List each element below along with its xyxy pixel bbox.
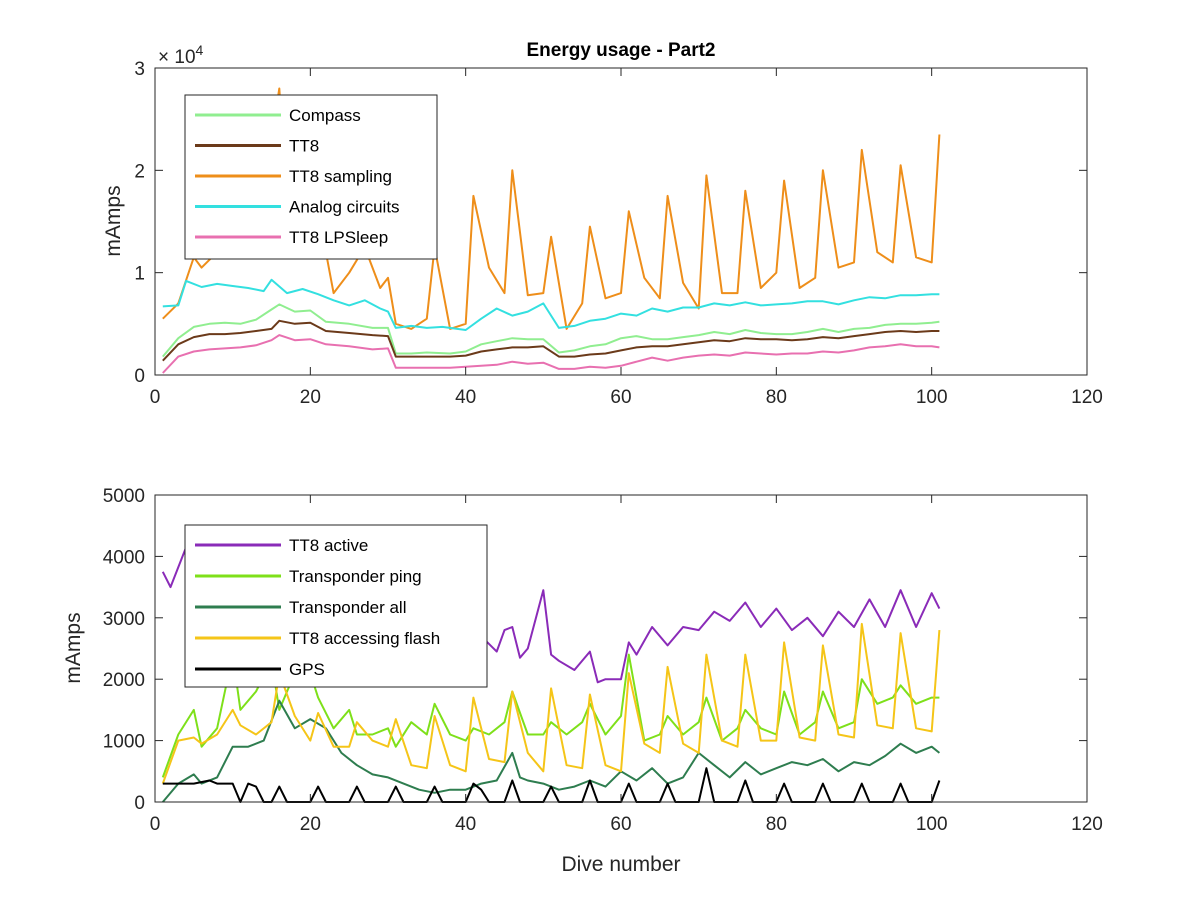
x-axis-label: Dive number xyxy=(561,853,680,876)
y-multiplier-base: × 10 xyxy=(158,47,196,68)
x-tick-label: 120 xyxy=(1071,387,1103,408)
x-tick-label: 40 xyxy=(455,387,476,408)
series-line-transponder-all xyxy=(162,699,941,803)
x-tick-label: 60 xyxy=(610,814,631,835)
y-tick-label: 2000 xyxy=(103,670,145,691)
bottom-subplot: mAmps Dive number 0 20 40 60 80 100 120 0 1000 20… xyxy=(62,486,1103,876)
legend-entry: TT8 sampling xyxy=(289,167,392,186)
bottom-plot-area: 0 20 40 60 80 100 120 0 1000 2000 3000 4000 5000 TT8 … xyxy=(103,486,1103,835)
x-tick-label: 80 xyxy=(766,387,787,408)
x-tick-label: 0 xyxy=(150,387,161,408)
y-tick-label: 0 xyxy=(134,793,145,814)
x-tick-label: 40 xyxy=(455,814,476,835)
legend-entry: TT8 accessing flash xyxy=(289,629,440,648)
x-tick-label: 60 xyxy=(610,387,631,408)
y-axis-label-bottom: mAmps xyxy=(62,612,85,683)
legend-entry: GPS xyxy=(289,660,325,679)
x-tick-label: 80 xyxy=(766,814,787,835)
legend-entry: Transponder all xyxy=(289,598,407,617)
y-tick-label: 4000 xyxy=(103,547,145,568)
legend-entry: TT8 xyxy=(289,137,319,156)
series-line-analog-circuits xyxy=(162,278,940,331)
legend-entry: Transponder ping xyxy=(289,567,422,586)
top-plot-area: 0 20 40 60 80 100 120 0 1 2 3 Compass TT8 TT8 samplin… xyxy=(134,59,1102,408)
legend-entry: Compass xyxy=(289,106,361,125)
y-tick-label: 1000 xyxy=(103,732,145,753)
x-tick-label: 100 xyxy=(916,387,948,408)
series-line-tt8 xyxy=(162,319,940,362)
y-tick-label: 2 xyxy=(134,161,145,182)
x-tick-label: 100 xyxy=(916,814,948,835)
y-multiplier-exponent: 4 xyxy=(196,42,204,58)
legend: TT8 active Transponder ping Transponder al… xyxy=(184,524,488,688)
legend-entry: Analog circuits xyxy=(289,198,400,217)
legend-entry: TT8 LPSleep xyxy=(289,228,388,247)
y-axis-label-top: mAmps xyxy=(102,185,125,256)
series-line-tt8-lpsleep xyxy=(162,334,940,374)
chart-title: Energy usage - Part2 xyxy=(526,40,715,61)
y-tick-label: 1 xyxy=(134,264,145,285)
x-tick-label: 20 xyxy=(300,814,321,835)
y-tick-label: 0 xyxy=(134,366,145,387)
top-subplot: Energy usage - Part2 × 104 mAmps 0 20 40 60… xyxy=(102,40,1103,408)
series-line-compass xyxy=(162,303,940,358)
legend-entry: TT8 active xyxy=(289,536,368,555)
y-tick-label: 5000 xyxy=(103,486,145,507)
y-tick-label: 3 xyxy=(134,59,145,80)
y-tick-label: 3000 xyxy=(103,609,145,630)
series-line-tt8-accessing-flash xyxy=(161,622,941,784)
y-multiplier: × 104 xyxy=(158,42,204,68)
x-tick-label: 20 xyxy=(300,387,321,408)
legend: Compass TT8 TT8 sampling Analog circuits TT8… xyxy=(184,94,438,260)
x-tick-label: 0 xyxy=(150,814,161,835)
x-tick-label: 120 xyxy=(1071,814,1103,835)
